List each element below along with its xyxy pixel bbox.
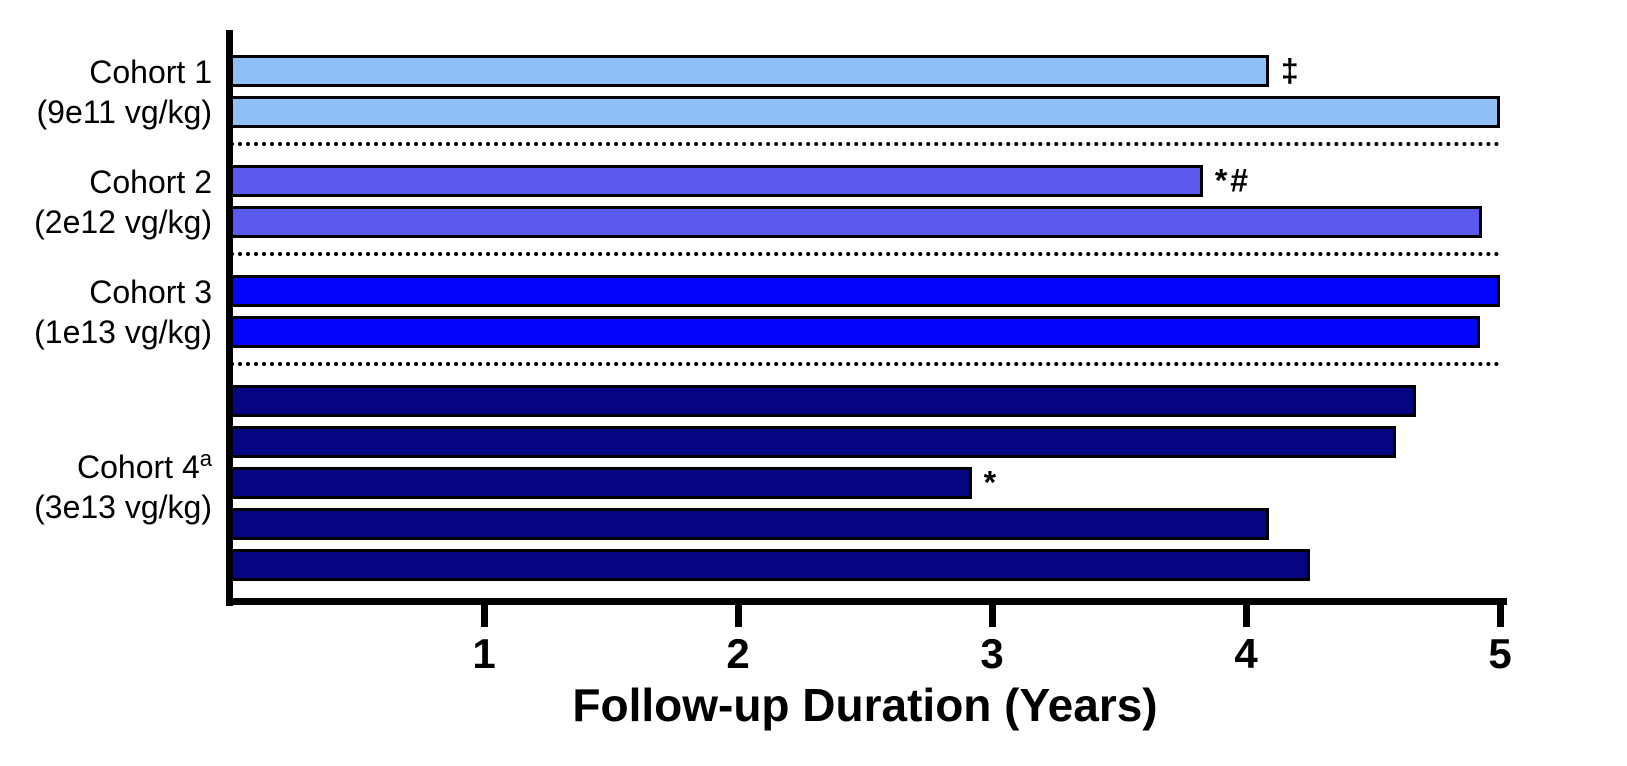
x-tick-mark (1497, 603, 1504, 627)
cohort-separator-line (230, 142, 1500, 146)
cohort-name-superscript: a (199, 446, 212, 472)
cohort-dose: (3e13 vg/kg) (34, 488, 212, 525)
x-tick-mark (481, 603, 488, 627)
x-tick-label: 1 (472, 630, 496, 677)
bar-cohort3-2 (230, 316, 1480, 348)
cohort-name: Cohort 1 (89, 53, 212, 90)
cohort-label-1: Cohort 1 (9e11 vg/kg) (0, 52, 213, 132)
bar-cohort4-4 (230, 508, 1269, 540)
significance-annotation: *# (1214, 162, 1252, 199)
x-tick-label: 2 (726, 630, 750, 677)
x-axis-line (226, 598, 1507, 605)
cohort-label-2: Cohort 2 (2e12 vg/kg) (0, 162, 212, 242)
significance-annotation: * (983, 464, 1000, 501)
cohort-name: Cohort 2 (89, 163, 212, 200)
bar-cohort1-2 (230, 96, 1500, 128)
x-tick-mark (735, 603, 742, 627)
cohort-dose: (9e11 vg/kg) (36, 93, 213, 130)
x-axis-title: Follow-up Duration (Years) (572, 679, 1158, 731)
cohort-label-3: Cohort 3 (1e13 vg/kg) (0, 272, 212, 352)
bar-cohort2-2 (230, 206, 1483, 238)
x-tick-label: 5 (1488, 630, 1512, 677)
bar-cohort3-1 (230, 275, 1500, 307)
bar-cohort2-1 (230, 165, 1203, 197)
y-axis-spine (226, 30, 233, 606)
x-tick-label: 3 (980, 630, 1004, 677)
cohort-dose: (2e12 vg/kg) (34, 203, 212, 240)
cohort-name: Cohort 3 (89, 273, 212, 310)
bar-cohort1-1 (230, 55, 1269, 87)
x-tick-mark (989, 603, 996, 627)
bar-cohort4-5 (230, 549, 1310, 581)
bar-cohort4-1 (230, 385, 1417, 417)
cohort-separator-line (230, 252, 1500, 256)
x-tick-label: 4 (1234, 630, 1258, 677)
significance-annotation: ‡ (1280, 52, 1302, 89)
cohort-separator-line (230, 362, 1500, 366)
cohort-label-4: Cohort 4a (3e13 vg/kg) (0, 439, 212, 527)
x-tick-mark (1243, 603, 1250, 627)
cohort-name: Cohort 4a (77, 446, 212, 485)
cohort-dose: (1e13 vg/kg) (34, 313, 212, 350)
bar-cohort4-2 (230, 426, 1396, 458)
bar-cohort4-3 (230, 467, 972, 499)
